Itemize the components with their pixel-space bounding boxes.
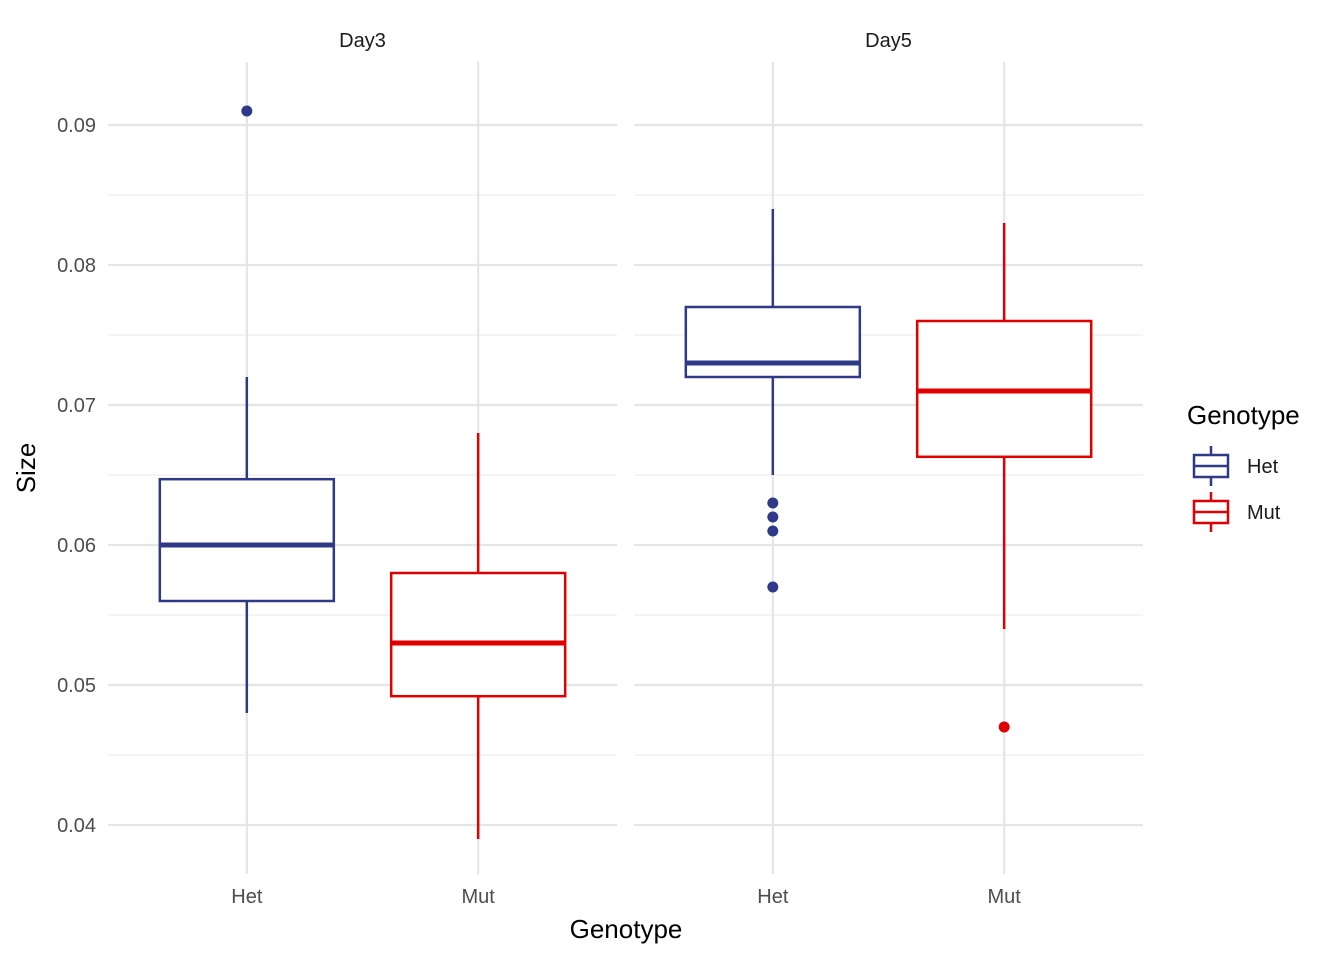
legend: Genotype Het Mut <box>1187 400 1300 532</box>
box <box>158 477 336 603</box>
legend-item-mut: Mut <box>1192 492 1281 532</box>
boxplot-day5-mut <box>915 223 1093 733</box>
y-tick-label: 0.06 <box>57 535 96 557</box>
x-tick-label: Mut <box>462 886 496 908</box>
outlier-point <box>767 511 779 523</box>
outlier-point <box>241 105 253 117</box>
facet-strip-label: Day5 <box>865 30 912 52</box>
outlier-point <box>767 497 779 509</box>
grid-layer <box>108 62 1143 874</box>
y-tick-label: 0.08 <box>57 255 96 277</box>
marks-layer <box>158 105 1093 839</box>
facet-strip-label: Day3 <box>339 30 386 52</box>
outlier-point <box>998 721 1010 733</box>
outlier-point <box>767 581 779 593</box>
boxplot-day3-het <box>158 105 336 713</box>
legend-item-het: Het <box>1192 446 1279 486</box>
labels-layer: Het Mut Day3 Het Mut Day5 0.04 0.05 0.06 0.07 0.08… <box>57 30 1021 908</box>
boxplot-day3-mut <box>389 433 567 839</box>
y-axis-title: Size <box>11 443 41 494</box>
y-tick-label: 0.09 <box>57 115 96 137</box>
y-tick-label: 0.05 <box>57 675 96 697</box>
y-tick-label: 0.04 <box>57 815 96 837</box>
boxplot-day5-het <box>684 209 862 593</box>
y-tick-label: 0.07 <box>57 395 96 417</box>
outlier-point <box>767 525 779 537</box>
x-tick-label: Het <box>231 886 263 908</box>
box <box>389 571 567 698</box>
x-tick-label: Mut <box>988 886 1022 908</box>
x-axis-title: Genotype <box>570 914 683 944</box>
legend-title: Genotype <box>1187 400 1300 430</box>
box <box>684 305 862 379</box>
legend-label: Mut <box>1247 502 1281 524</box>
x-tick-label: Het <box>757 886 789 908</box>
legend-label: Het <box>1247 456 1279 478</box>
